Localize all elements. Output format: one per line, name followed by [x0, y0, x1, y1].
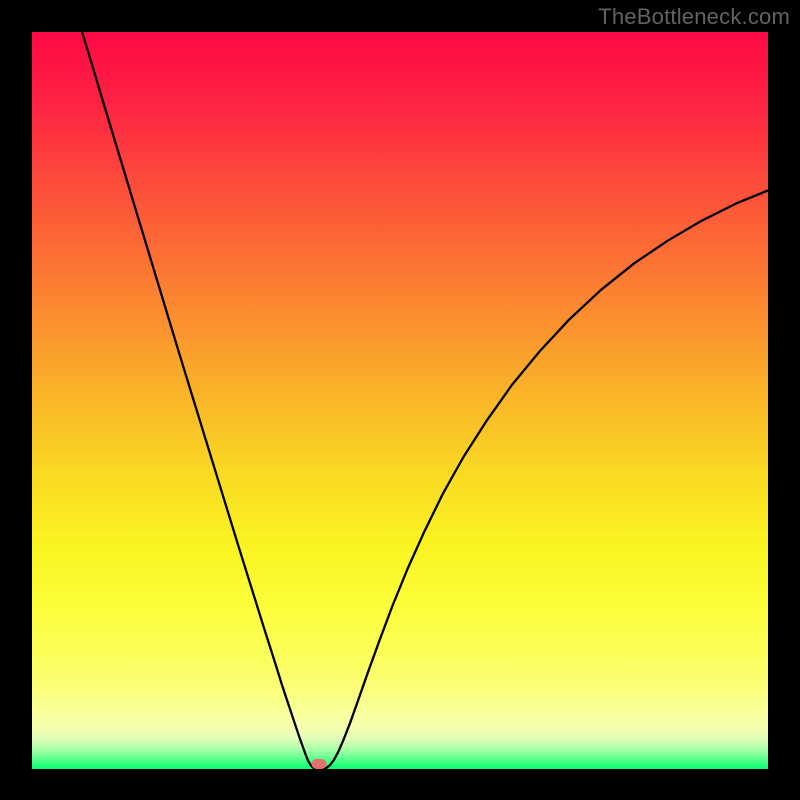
- plot-area: [32, 32, 768, 769]
- chart-svg: [0, 0, 800, 800]
- watermark-label: TheBottleneck.com: [598, 4, 790, 30]
- optimum-marker: [312, 759, 327, 769]
